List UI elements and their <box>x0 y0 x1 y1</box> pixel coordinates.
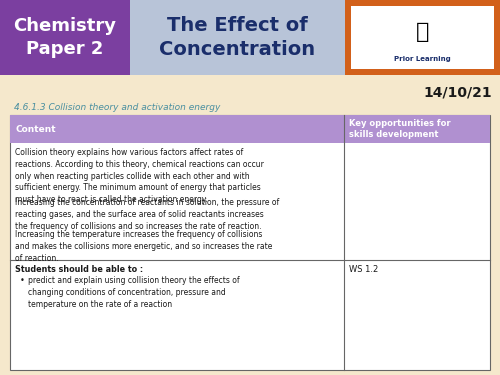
Bar <box>10 115 490 143</box>
Text: Key opportunities for
skills development: Key opportunities for skills development <box>348 119 450 139</box>
Text: Content: Content <box>15 124 56 134</box>
Text: Collision theory explains how various factors affect rates of
reactions. Accordi: Collision theory explains how various fa… <box>15 148 264 204</box>
Bar <box>0 0 130 75</box>
Bar <box>130 0 345 75</box>
Text: WS 1.2: WS 1.2 <box>348 265 378 274</box>
Text: 14/10/21: 14/10/21 <box>424 86 492 100</box>
Text: predict and explain using collision theory the effects of
changing conditions of: predict and explain using collision theo… <box>28 276 240 309</box>
Text: Chemistry
Paper 2: Chemistry Paper 2 <box>14 17 117 58</box>
Text: Increasing the concentration of reactants in solution, the pressure of
reacting : Increasing the concentration of reactant… <box>15 198 279 231</box>
Bar <box>10 115 490 370</box>
Text: •: • <box>20 276 25 285</box>
Text: Students should be able to :: Students should be able to : <box>15 265 143 274</box>
Text: The Effect of
Concentration: The Effect of Concentration <box>160 16 316 59</box>
Bar <box>351 6 494 69</box>
Text: 🧠: 🧠 <box>416 21 429 42</box>
Bar <box>345 0 500 75</box>
Text: 4.6.1.3 Collision theory and activation energy: 4.6.1.3 Collision theory and activation … <box>14 102 220 111</box>
Text: Prior Learning: Prior Learning <box>394 56 451 62</box>
Text: Increasing the temperature increases the frequency of collisions
and makes the c: Increasing the temperature increases the… <box>15 230 272 262</box>
